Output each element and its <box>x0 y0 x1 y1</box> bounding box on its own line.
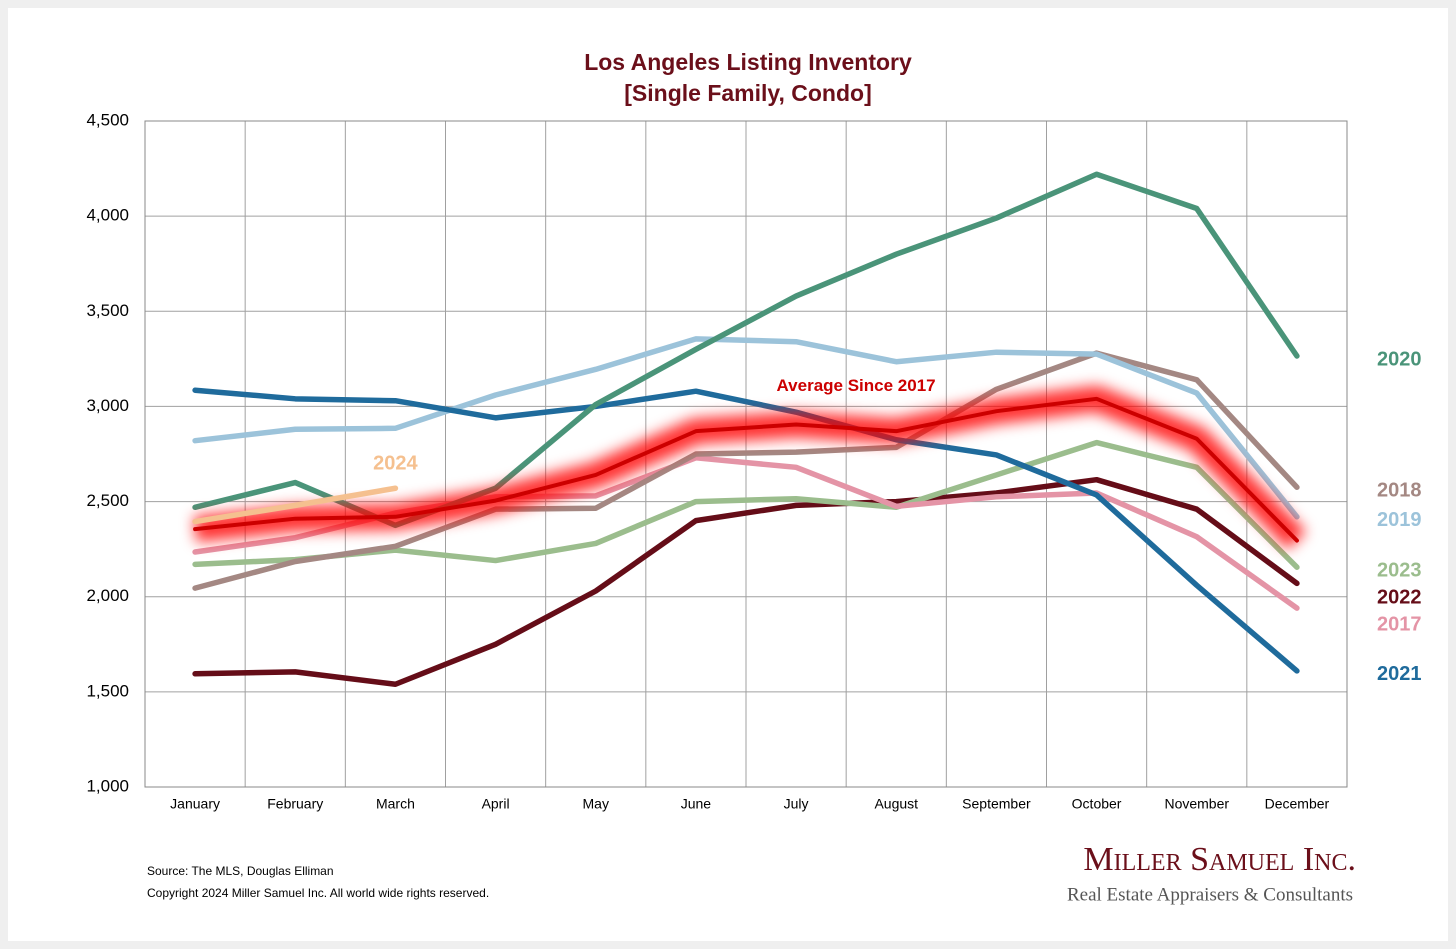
y-tick-label: 3,000 <box>86 396 129 415</box>
x-tick-label: December <box>1265 796 1330 812</box>
x-tick-label: September <box>962 796 1031 812</box>
x-tick-label: October <box>1072 796 1122 812</box>
y-tick-label: 1,500 <box>86 681 129 700</box>
x-tick-label: March <box>376 796 415 812</box>
series-line <box>192 485 399 525</box>
x-tick-label: May <box>583 796 609 812</box>
y-tick-label: 3,500 <box>86 301 129 320</box>
series-line <box>192 336 1300 520</box>
copyright: Copyright 2024 Miller Samuel Inc. All wo… <box>147 886 489 900</box>
x-tick-label: April <box>482 796 510 812</box>
series-label: 2024 <box>373 453 418 475</box>
series-label: 2022 <box>1377 587 1422 609</box>
series-line <box>193 396 1299 543</box>
series-label: 2023 <box>1377 560 1422 582</box>
x-tick-label: June <box>681 796 712 812</box>
x-tick-label: February <box>267 796 323 812</box>
x-tick-label: November <box>1164 796 1229 812</box>
x-tick-label: January <box>170 796 220 812</box>
series-line <box>192 439 1300 570</box>
y-tick-label: 2,000 <box>86 586 129 605</box>
chart-subtitle: [Single Family, Condo] <box>624 80 871 106</box>
y-tick-label: 1,000 <box>86 776 129 795</box>
series-label: 2017 <box>1377 614 1422 636</box>
y-tick-label: 2,500 <box>86 491 129 510</box>
plot-border <box>144 120 1348 788</box>
x-tick-label: August <box>874 796 918 812</box>
source: Source: The MLS, Douglas Elliman <box>147 864 334 878</box>
logo: Miller Samuel Inc. <box>1083 841 1356 878</box>
panel <box>8 8 1448 941</box>
series-label: 2019 <box>1377 509 1422 531</box>
chart-title: Los Angeles Listing Inventory <box>584 49 912 75</box>
series-line <box>192 350 1300 591</box>
series-label: 2018 <box>1377 480 1422 502</box>
series-label: 2021 <box>1377 663 1422 685</box>
y-tick-label: 4,500 <box>86 110 129 129</box>
series-label: Average Since 2017 <box>777 376 936 395</box>
y-tick-label: 4,000 <box>86 206 129 225</box>
x-tick-label: July <box>784 796 809 812</box>
logo-tagline: Real Estate Appraisers & Consultants <box>1067 884 1353 905</box>
series-line <box>192 387 1300 674</box>
series-line <box>192 476 1300 687</box>
series-label: 2020 <box>1377 348 1422 370</box>
